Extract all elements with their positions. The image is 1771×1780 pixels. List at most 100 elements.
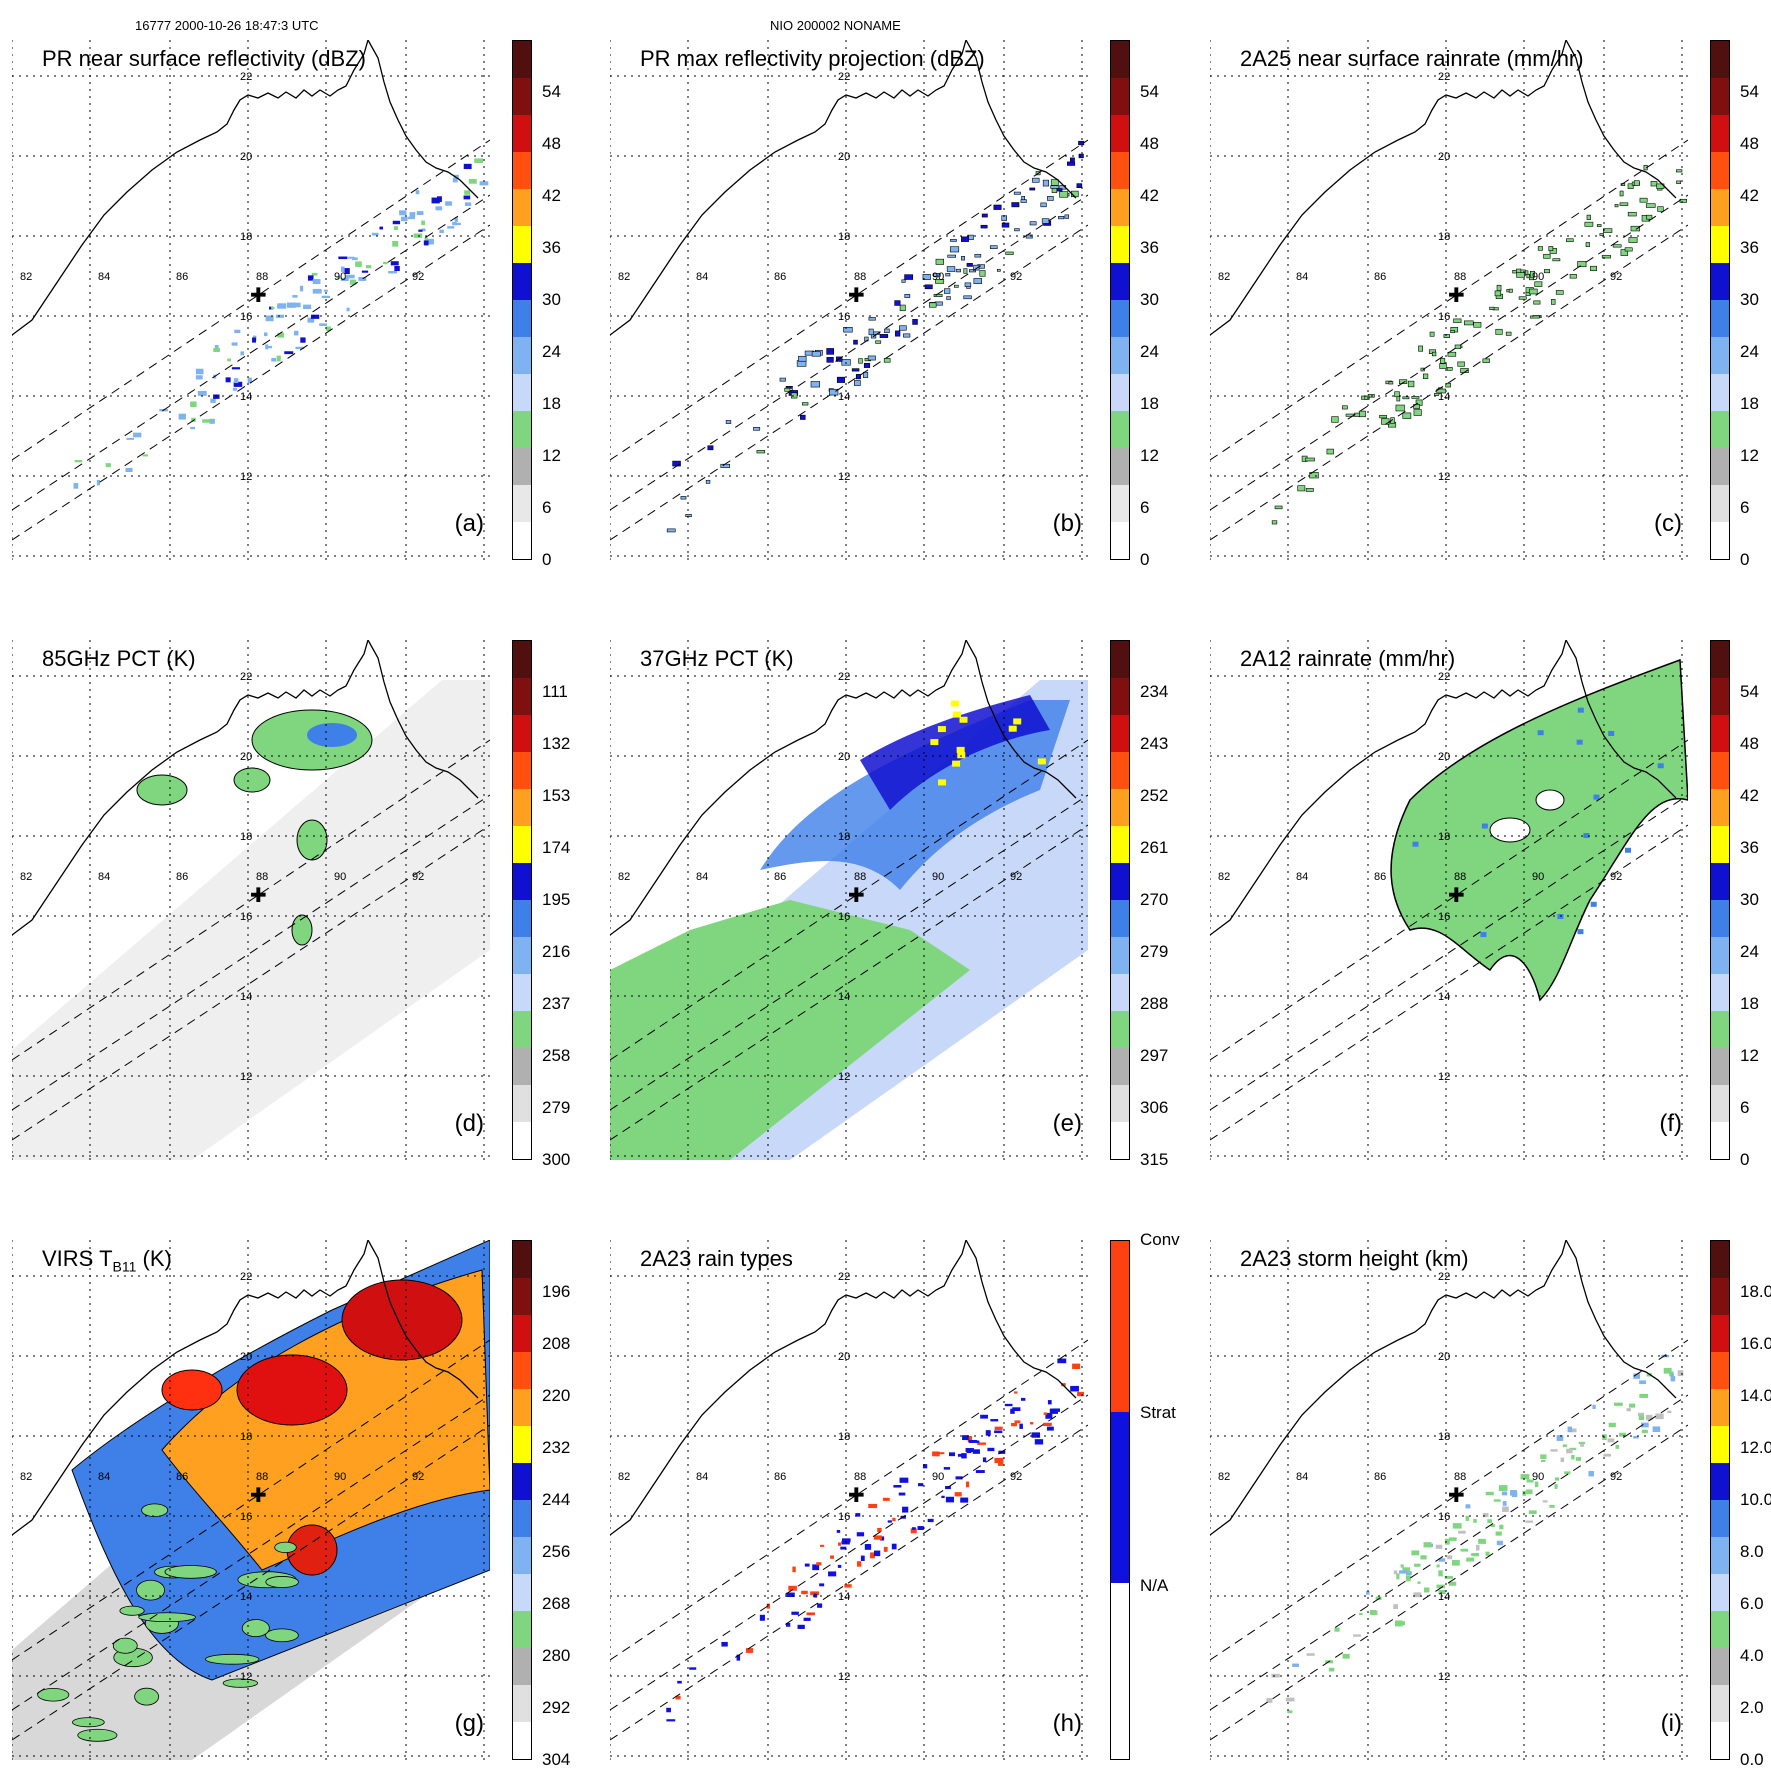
panel-title: 2A25 near surface rainrate (mm/hr)	[1240, 46, 1584, 71]
lon-label: 88	[854, 271, 866, 283]
lon-label: 92	[1010, 871, 1022, 883]
lat-label: 18	[1438, 1431, 1450, 1443]
panel-label: (d)	[454, 1110, 484, 1137]
coastline	[12, 1240, 369, 1536]
colorbar-tick: 24	[542, 342, 561, 361]
lon-label: 82	[618, 1471, 630, 1483]
colorbar-tick: 6	[1140, 498, 1150, 517]
lon-label: 86	[176, 871, 188, 883]
lon-label: 90	[932, 271, 944, 283]
coastline	[1210, 640, 1567, 936]
lat-label: 12	[1438, 471, 1450, 483]
lon-label: 84	[98, 271, 110, 283]
map-canvas: 82 84 86 88 90 92 22 20 18 16 14 12 ✚	[12, 40, 490, 560]
lon-label: 82	[20, 871, 32, 883]
colorbar-tick: 270	[1140, 890, 1169, 909]
colorbar-tick: 30	[1740, 890, 1759, 909]
colorbar-tick: 48	[1140, 134, 1159, 153]
lat-label: 14	[240, 991, 252, 1003]
colorbar-tick: 24	[1140, 342, 1159, 361]
colorbar-tick: 220	[542, 1386, 571, 1405]
lon-label: 82	[1218, 271, 1230, 283]
panel-e: 82 84 86 88 90 92 22 20 18 16 14 12 ✚ 37GHz PCT (K) (e…	[610, 640, 1188, 1180]
colorbar	[1710, 1240, 1730, 1760]
lat-label: 20	[240, 151, 252, 163]
colorbar-tick: 36	[1740, 838, 1759, 857]
panel-label: (f)	[1659, 1110, 1682, 1137]
lon-label: 92	[412, 271, 424, 283]
panel-f: 82 84 86 88 90 92 22 20 18 16 14 12 ✚ 2A12 rainrate (…	[1210, 640, 1771, 1180]
panel-title: VIRS TB11 (K)	[42, 1246, 172, 1275]
colorbar-tick: 48	[1740, 734, 1759, 753]
map-i: 82 84 86 88 90 92 22 20 18 16 14 12 ✚	[1210, 1240, 1688, 1760]
lat-label: 16	[240, 311, 252, 323]
lat-label: 22	[838, 1271, 850, 1283]
map-canvas: 82 84 86 88 90 92 22 20 18 16 14 12 ✚	[1210, 40, 1688, 560]
lon-label: 82	[618, 271, 630, 283]
colorbar-tick: Strat	[1140, 1403, 1176, 1422]
lon-label: 88	[256, 271, 268, 283]
lat-label: 12	[838, 1671, 850, 1683]
colorbar-tick: 48	[1740, 134, 1759, 153]
colorbar-tick: 280	[542, 1646, 571, 1665]
lon-label: 92	[1010, 1471, 1022, 1483]
colorbar-tick: 18	[1740, 994, 1759, 1013]
lon-label: 90	[1532, 271, 1544, 283]
colorbar-tick: 174	[542, 838, 571, 857]
lat-label: 18	[240, 1431, 252, 1443]
storm-center-marker: ✚	[848, 285, 865, 307]
colorbar-tick: Conv	[1140, 1230, 1180, 1249]
colorbar-tick: 288	[1140, 994, 1169, 1013]
lon-label: 84	[696, 271, 708, 283]
coastline	[1210, 40, 1567, 336]
map-canvas: 82 84 86 88 90 92 22 20 18 16 14 12 ✚	[610, 640, 1088, 1160]
lon-label: 88	[854, 1471, 866, 1483]
panel-a: 82 84 86 88 90 92 22 20 18 16 14 12 ✚ PR near surface…	[12, 40, 590, 580]
lon-label: 86	[774, 871, 786, 883]
lat-label: 22	[838, 71, 850, 83]
lat-label: 22	[838, 671, 850, 683]
colorbar-tick: 48	[542, 134, 561, 153]
coastline	[610, 40, 967, 336]
colorbar-tick: 30	[542, 290, 561, 309]
storm-center-marker: ✚	[848, 1485, 865, 1507]
lat-label: 12	[838, 1071, 850, 1083]
colorbar-tick: 6	[1740, 498, 1750, 517]
colorbar-tick: 18	[1140, 394, 1159, 413]
panel-title: PR near surface reflectivity (dBZ)	[42, 46, 366, 71]
lon-label: 88	[1454, 271, 1466, 283]
lat-label: 16	[838, 1511, 850, 1523]
lon-label: 86	[176, 271, 188, 283]
colorbar-tick: 12	[1140, 446, 1159, 465]
colorbar	[1710, 640, 1730, 1160]
lat-label: 14	[838, 1591, 850, 1603]
lat-label: 22	[240, 1271, 252, 1283]
colorbar-tick: 0.0	[1740, 1750, 1764, 1769]
lon-label: 84	[696, 871, 708, 883]
colorbar-tick: 252	[1140, 786, 1169, 805]
colorbar-tick: 216	[542, 942, 571, 961]
colorbar-tick: 54	[1740, 682, 1759, 701]
lon-label: 86	[176, 1471, 188, 1483]
lon-label: 84	[1296, 1471, 1308, 1483]
lon-label: 90	[932, 1471, 944, 1483]
panel-label: (a)	[454, 510, 484, 537]
storm-center-marker: ✚	[250, 285, 267, 307]
lat-label: 12	[1438, 1671, 1450, 1683]
colorbar-tick: 234	[1140, 682, 1169, 701]
map-d: 82 84 86 88 90 92 22 20 18 16 14 12 ✚	[12, 640, 490, 1160]
lon-label: 84	[98, 1471, 110, 1483]
colorbar-tick: 195	[542, 890, 571, 909]
colorbar-tick: 243	[1140, 734, 1169, 753]
lat-label: 14	[240, 391, 252, 403]
lon-label: 92	[1610, 271, 1622, 283]
panel-title: 2A12 rainrate (mm/hr)	[1240, 646, 1456, 671]
colorbar-tick: 0	[1740, 1150, 1750, 1169]
lon-label: 90	[932, 871, 944, 883]
lon-label: 92	[1010, 271, 1022, 283]
colorbar-tick: 12	[1740, 446, 1759, 465]
lat-label: 18	[838, 1431, 850, 1443]
colorbar-tick: 256	[542, 1542, 571, 1561]
lon-label: 86	[1374, 871, 1386, 883]
colorbar-tick: 279	[1140, 942, 1169, 961]
